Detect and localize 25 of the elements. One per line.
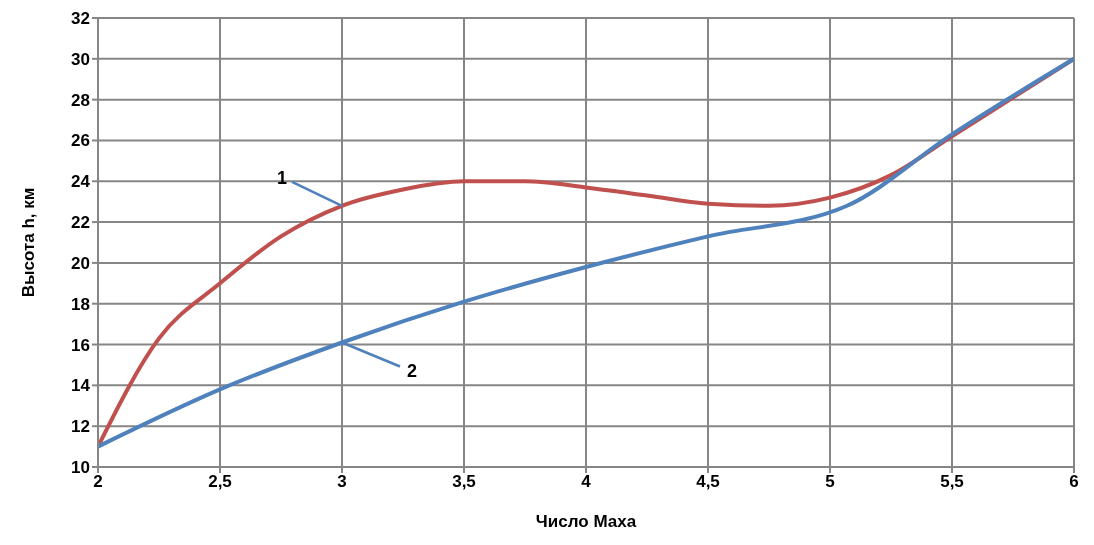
y-tick-label: 24 (71, 172, 91, 192)
x-axis-title: Число Маха (535, 512, 637, 531)
x-tick-label: 2 (93, 472, 103, 492)
x-tick-label: 6 (1069, 472, 1079, 492)
y-tick-label: 28 (71, 90, 90, 110)
y-tick-label: 14 (71, 376, 91, 396)
y-tick-label: 10 (71, 458, 90, 478)
text: 1 (276, 167, 288, 188)
x-tick-label: 3,5 (452, 472, 476, 492)
x-tick-label: 3 (337, 472, 347, 492)
x-tick-label: 5 (825, 472, 835, 492)
y-tick-label: 20 (71, 253, 90, 273)
y-tick-label: 16 (71, 335, 90, 355)
y-tick-label: 22 (71, 213, 90, 233)
y-tick-label: 18 (71, 294, 90, 314)
y-tick-label: 26 (71, 131, 90, 151)
x-tick-label: 4,5 (696, 472, 720, 492)
text: 2 (406, 360, 418, 381)
x-tick-label: 5,5 (940, 472, 964, 492)
y-tick-label: 32 (71, 9, 90, 29)
y-tick-label: 30 (71, 49, 90, 69)
x-tick-label: 4 (581, 472, 592, 492)
y-axis-title: Высота h, км (19, 187, 39, 298)
x-tick-label: 2,5 (208, 472, 232, 492)
y-tick-label: 12 (71, 417, 90, 437)
